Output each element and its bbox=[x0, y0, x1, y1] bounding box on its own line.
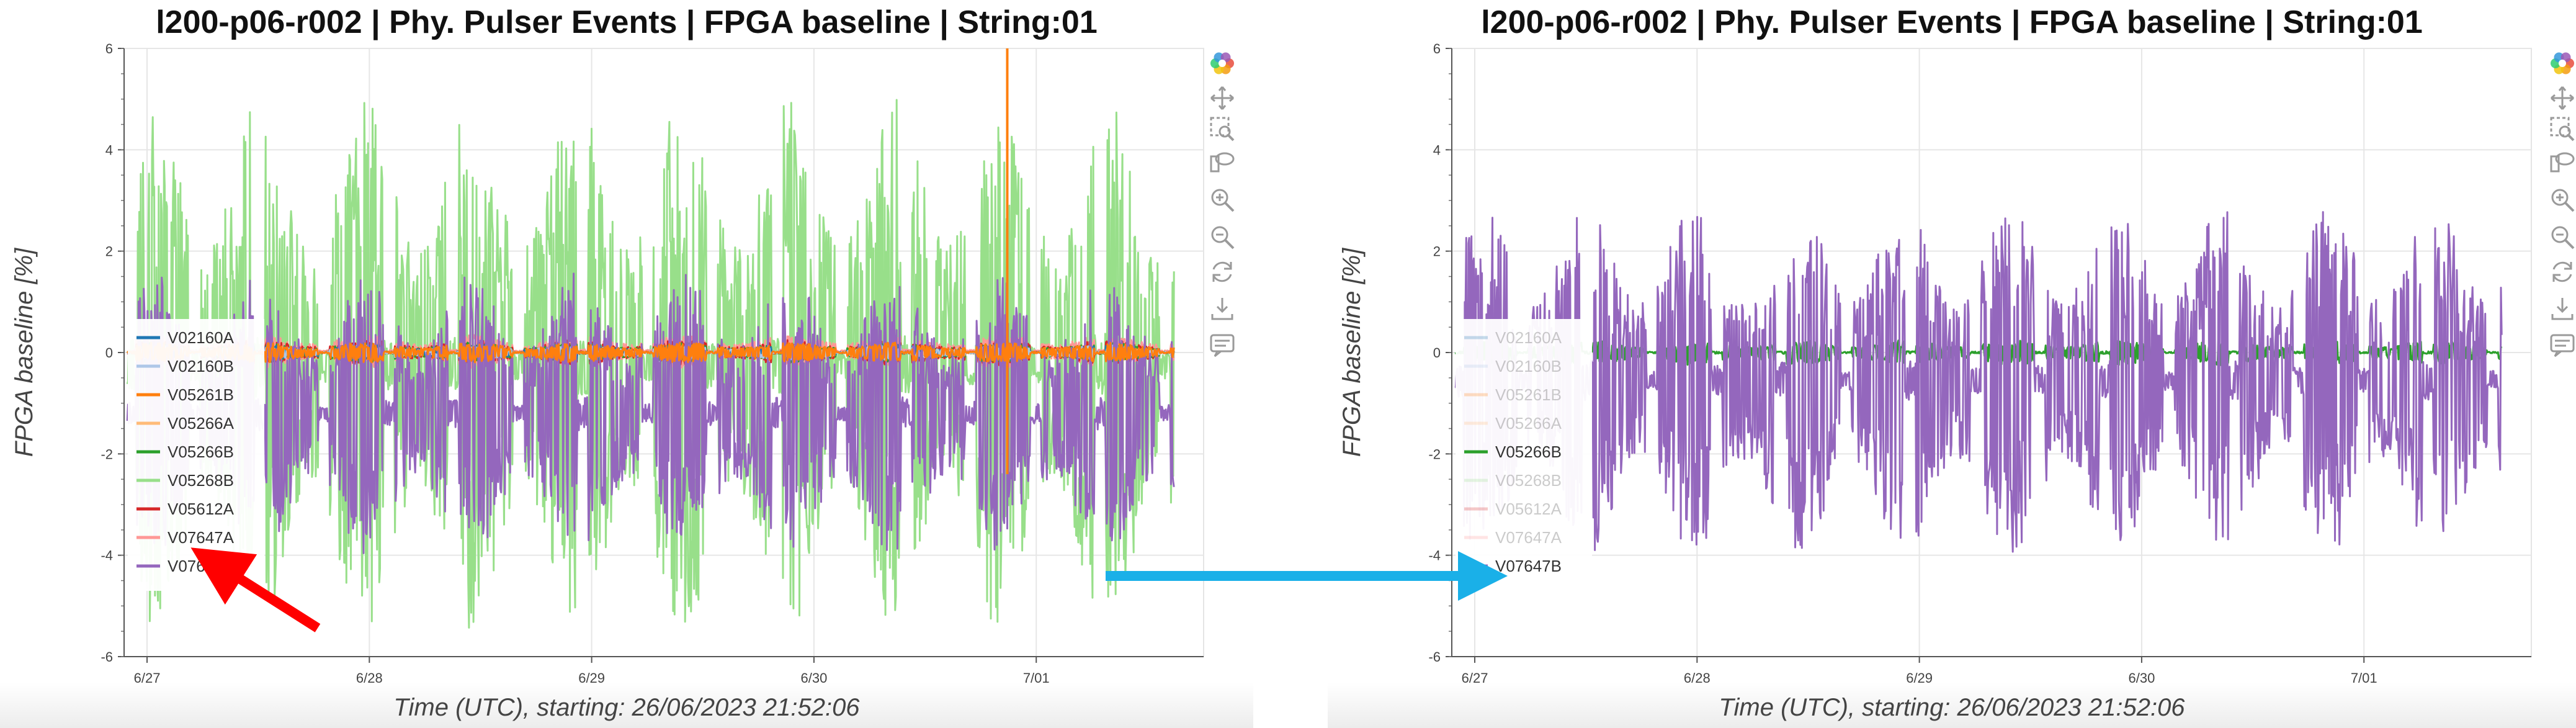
y-tick-label: 6 bbox=[1433, 41, 1441, 56]
chart-plot-area[interactable]: 6 4 2 0 -2 -4 -6 6/27 6/28 6/29 6/30 7/01 FPGA basel… bbox=[0, 0, 1253, 683]
x-tick-label: 6/30 bbox=[2129, 670, 2155, 683]
lasso-select-icon[interactable] bbox=[2547, 148, 2576, 178]
legend-item-V07647A[interactable]: V07647A bbox=[136, 528, 235, 547]
legend-label: V05266B bbox=[168, 443, 234, 461]
series-line-V07647B bbox=[1454, 211, 2503, 553]
legend-item-V05261B[interactable]: V05261B bbox=[1464, 385, 1562, 404]
zoom-out-icon[interactable] bbox=[1207, 222, 1237, 252]
legend-box bbox=[128, 319, 264, 591]
reset-icon[interactable] bbox=[1207, 257, 1237, 287]
legend-item-V05268B[interactable]: V05268B bbox=[1464, 471, 1562, 490]
reset-icon[interactable] bbox=[2547, 257, 2576, 287]
chart-toolbar bbox=[1204, 43, 1241, 379]
zoom-in-icon[interactable] bbox=[2547, 185, 2576, 215]
chart-toolbar bbox=[2544, 43, 2576, 379]
chart-panel-right: l200-p06-r002 | Phy. Pulser Events | FPG… bbox=[1328, 0, 2576, 728]
legend-label: V07647B bbox=[1495, 557, 1562, 575]
save-icon[interactable] bbox=[2547, 294, 2576, 324]
y-tick-label: -4 bbox=[101, 548, 113, 564]
legend-item-V05266A[interactable]: V05266A bbox=[136, 414, 235, 433]
y-tick-label: -4 bbox=[1428, 548, 1441, 564]
y-tick-label: 0 bbox=[1433, 345, 1441, 361]
box-zoom-icon[interactable] bbox=[2547, 114, 2576, 144]
y-tick-label: -6 bbox=[101, 649, 113, 665]
legend-item-V05266A[interactable]: V05266A bbox=[1464, 414, 1562, 433]
legend-label: V05612A bbox=[1495, 500, 1562, 518]
x-tick-label: 6/29 bbox=[1906, 670, 1933, 683]
y-tick-label: -2 bbox=[1428, 446, 1441, 462]
y-tick-label: -2 bbox=[101, 446, 113, 462]
x-tick-label: 6/27 bbox=[1462, 670, 1488, 683]
series-line-V05261B bbox=[126, 341, 1175, 364]
legend-label: V05266A bbox=[168, 414, 235, 433]
legend-label: V07647A bbox=[168, 528, 235, 547]
chart-title: l200-p06-r002 | Phy. Pulser Events | FPG… bbox=[156, 4, 1098, 40]
legend-item-V05261B[interactable]: V05261B bbox=[136, 385, 234, 404]
legend-item-V05266B[interactable]: V05266B bbox=[136, 443, 234, 461]
pan-icon[interactable] bbox=[1207, 83, 1237, 113]
y-axis-label: FPGA baseline [%] bbox=[1338, 248, 1366, 457]
y-tick-label: 6 bbox=[105, 41, 113, 56]
x-tick-label: 6/28 bbox=[356, 670, 383, 683]
x-tick-label: 6/27 bbox=[134, 670, 161, 683]
legend-label: V07647B bbox=[168, 557, 234, 575]
legend-label: V05261B bbox=[1495, 385, 1562, 404]
chart-title: l200-p06-r002 | Phy. Pulser Events | FPG… bbox=[1481, 4, 2423, 40]
legend-label: V02160A bbox=[1495, 328, 1562, 347]
hover-icon[interactable] bbox=[2547, 330, 2576, 360]
chart-plot-area[interactable]: 6 4 2 0 -2 -4 -6 6/27 6/28 6/29 6/30 7/01 FPGA basel… bbox=[1328, 0, 2576, 683]
save-icon[interactable] bbox=[1207, 294, 1237, 324]
footer-band bbox=[0, 683, 1253, 728]
x-tick-label: 7/01 bbox=[1023, 670, 1050, 683]
y-tick-label: 4 bbox=[105, 142, 113, 158]
legend-label: V05268B bbox=[168, 471, 234, 490]
y-tick-label: 4 bbox=[1433, 142, 1441, 158]
legend-label: V05612A bbox=[168, 500, 235, 518]
zoom-in-icon[interactable] bbox=[1207, 185, 1237, 215]
series-line-V07647B bbox=[126, 272, 1175, 554]
bokeh-logo-icon[interactable] bbox=[2547, 48, 2576, 78]
x-axis-label: Time (UTC), starting: 26/06/2023 21:52:0… bbox=[1719, 694, 2185, 721]
legend-label: V07647A bbox=[1495, 528, 1562, 547]
legend-item-V02160B[interactable]: V02160B bbox=[1464, 357, 1562, 375]
legend-item-V05266B[interactable]: V05266B bbox=[1464, 443, 1562, 461]
legend-item-V05612A[interactable]: V05612A bbox=[136, 500, 235, 518]
x-tick-label: 6/28 bbox=[1684, 670, 1711, 683]
lasso-select-icon[interactable] bbox=[1207, 148, 1237, 178]
footer-band bbox=[1328, 683, 2576, 728]
legend-label: V02160B bbox=[1495, 357, 1562, 375]
y-tick-label: 0 bbox=[105, 345, 113, 361]
chart-panel-left: l200-p06-r002 | Phy. Pulser Events | FPG… bbox=[0, 0, 1253, 728]
x-tick-label: 6/30 bbox=[801, 670, 828, 683]
y-tick-label: 2 bbox=[1433, 244, 1441, 259]
legend-item-V02160A[interactable]: V02160A bbox=[136, 328, 235, 347]
legend-item-V02160A[interactable]: V02160A bbox=[1464, 328, 1562, 347]
bokeh-logo-icon[interactable] bbox=[1207, 48, 1237, 78]
zoom-out-icon[interactable] bbox=[2547, 222, 2576, 252]
x-tick-label: 6/29 bbox=[578, 670, 605, 683]
y-axis-label: FPGA baseline [%] bbox=[11, 248, 38, 457]
x-tick-label: 7/01 bbox=[2351, 670, 2377, 683]
pan-icon[interactable] bbox=[2547, 83, 2576, 113]
legend-label: V05268B bbox=[1495, 471, 1562, 490]
legend-box bbox=[1456, 319, 1592, 591]
y-tick-label: 2 bbox=[105, 244, 113, 259]
box-zoom-icon[interactable] bbox=[1207, 114, 1237, 144]
y-tick-label: -6 bbox=[1428, 649, 1441, 665]
legend-label: V05261B bbox=[168, 385, 234, 404]
x-axis-label: Time (UTC), starting: 26/06/2023 21:52:0… bbox=[393, 694, 860, 721]
hover-icon[interactable] bbox=[1207, 330, 1237, 360]
legend-item-V05612A[interactable]: V05612A bbox=[1464, 500, 1562, 518]
legend-label: V02160A bbox=[168, 328, 235, 347]
legend-label: V02160B bbox=[168, 357, 234, 375]
legend-label: V05266B bbox=[1495, 443, 1562, 461]
legend-item-V05268B[interactable]: V05268B bbox=[136, 471, 234, 490]
legend-item-V07647A[interactable]: V07647A bbox=[1464, 528, 1562, 547]
legend-label: V05266A bbox=[1495, 414, 1562, 433]
legend-item-V02160B[interactable]: V02160B bbox=[136, 357, 234, 375]
